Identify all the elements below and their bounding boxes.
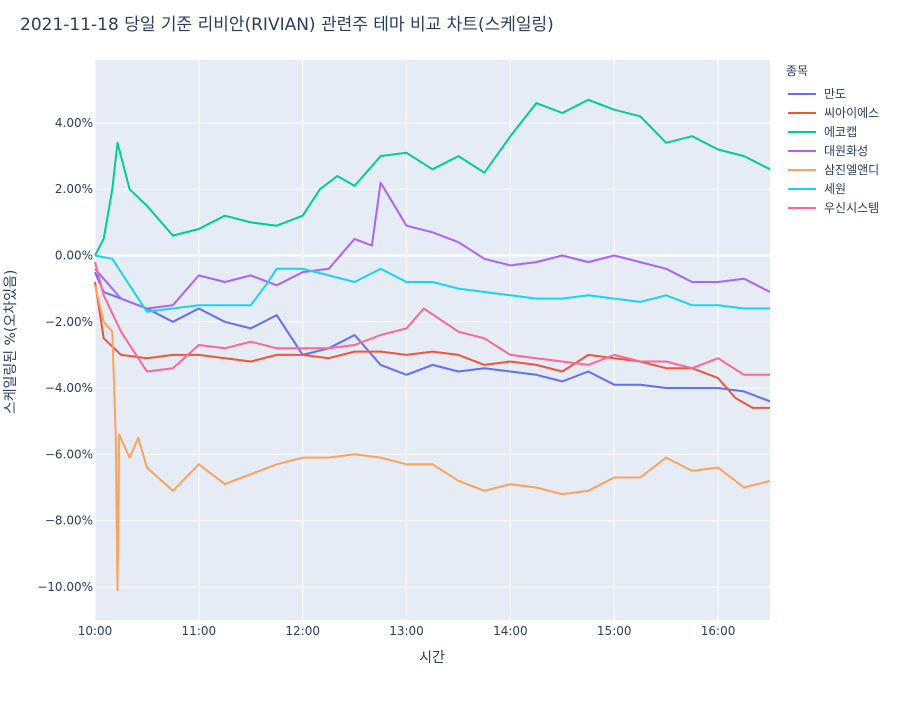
x-axis-title: 시간 [419, 650, 445, 666]
y-tick-label: 4.00% [55, 116, 93, 130]
x-tick-label: 16:00 [701, 624, 736, 638]
series-line-대원화성[interactable] [94, 181, 771, 310]
y-tick-label: −2.00% [45, 315, 93, 329]
legend-label: 우신시스템 [824, 201, 879, 215]
legend-item[interactable]: 우신시스템 [788, 201, 879, 215]
y-tick-label: 0.00% [55, 249, 93, 263]
series-lines [94, 98, 771, 592]
legend-title: 종목 [786, 64, 808, 78]
x-axis: 10:00 11:00 12:00 13:00 14:00 15:00 16:00 [78, 624, 736, 638]
x-tick-label: 10:00 [78, 624, 113, 638]
series-line-삼진엘앤디[interactable] [94, 285, 771, 592]
legend-item[interactable]: 만도 [788, 87, 846, 101]
legend-item[interactable]: 에코캡 [788, 125, 857, 139]
legend-label: 에코캡 [824, 125, 857, 139]
legend-item[interactable]: 삼진엘앤디 [788, 163, 879, 177]
y-axis-title: 스케일링된 %(오차있음) [3, 270, 19, 415]
series-line-만도[interactable] [94, 271, 771, 403]
series-line-에코캡[interactable] [94, 98, 771, 256]
x-tick-label: 15:00 [597, 624, 632, 638]
legend-item[interactable]: 세원 [788, 182, 846, 196]
x-tick-label: 12:00 [285, 624, 320, 638]
legend-label: 만도 [824, 87, 846, 101]
y-tick-label: 2.00% [55, 182, 93, 196]
series-line-씨아이에스[interactable] [94, 281, 770, 409]
x-tick-label: 14:00 [493, 624, 528, 638]
plot-area [95, 60, 770, 620]
chart-title: 2021-11-18 당일 기준 리비안(RIVIAN) 관련주 테마 비교 차… [20, 15, 554, 35]
y-tick-label: −4.00% [45, 381, 93, 395]
legend-label: 세원 [824, 182, 846, 196]
legend-label: 삼진엘앤디 [824, 163, 879, 177]
y-tick-label: −10.00% [37, 580, 93, 594]
y-gridlines [95, 122, 770, 588]
y-axis: −10.00% −8.00% −6.00% −4.00% −2.00% 0.00% 2.00… [37, 116, 93, 594]
legend-label: 씨아이에스 [824, 106, 879, 120]
series-line-세원[interactable] [94, 254, 770, 313]
legend-label: 대원화성 [824, 144, 868, 158]
x-tick-label: 13:00 [389, 624, 424, 638]
legend-item[interactable]: 씨아이에스 [788, 106, 879, 120]
y-tick-label: −6.00% [45, 447, 93, 461]
y-tick-label: −8.00% [45, 514, 93, 528]
x-tick-label: 11:00 [182, 624, 217, 638]
legend-item[interactable]: 대원화성 [788, 144, 868, 158]
series-line-우신시스템[interactable] [94, 261, 770, 376]
